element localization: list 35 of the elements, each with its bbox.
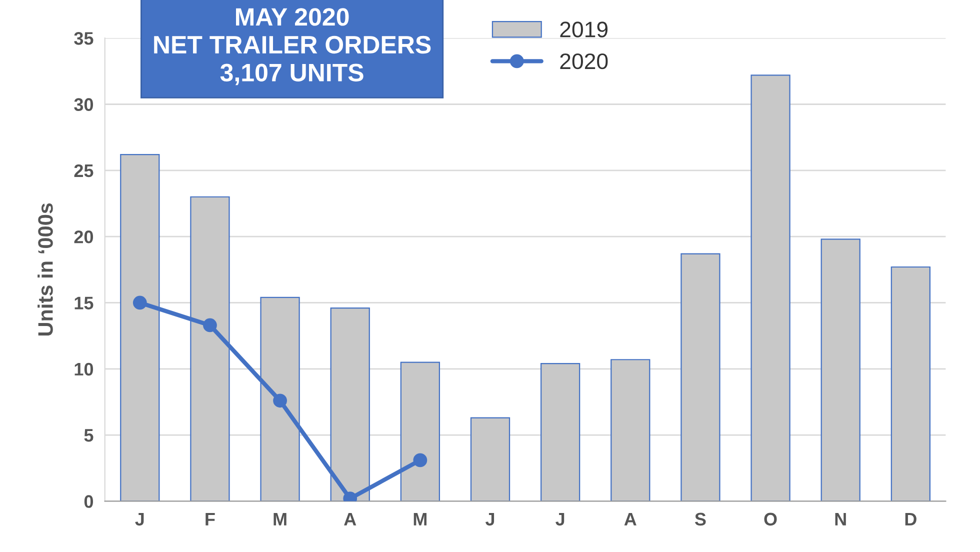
- y-tick-label: 35: [74, 32, 94, 45]
- x-tick-label: M: [414, 512, 426, 526]
- x-tick-label: J: [556, 512, 564, 526]
- bar: [890, 266, 930, 502]
- bar: [750, 74, 790, 502]
- legend-label: 2019: [560, 22, 608, 38]
- y-tick-label: 0: [84, 495, 94, 508]
- point: [132, 296, 147, 310]
- chart-title: MAY 2020 NET TRAILER ORDERS 3,107 UNITS: [154, 8, 431, 86]
- x-tick-label: D: [905, 512, 916, 526]
- x-tick-label: M: [274, 512, 286, 526]
- bar: [680, 253, 720, 502]
- x-tick-label: J: [135, 512, 144, 526]
- y-tick-label: 25: [74, 164, 94, 178]
- y-tick-label: 5: [84, 429, 94, 442]
- x-tick-label: F: [206, 512, 215, 526]
- x-tick-label: A: [624, 512, 636, 526]
- legend-label: 2020: [560, 53, 608, 70]
- bar: [610, 359, 650, 502]
- bar: [820, 238, 860, 502]
- x-tick-label: A: [344, 512, 356, 526]
- y-axis-title: Units in ‘000s: [38, 203, 53, 336]
- x-tick-label: N: [835, 512, 846, 526]
- point: [273, 394, 287, 408]
- bar: [540, 363, 580, 502]
- point: [413, 453, 428, 468]
- x-tick-label: O: [764, 512, 777, 526]
- y-tick-label: 10: [74, 362, 94, 376]
- y-tick-label: 20: [74, 230, 94, 244]
- y-tick-label: 15: [74, 296, 94, 310]
- point: [203, 318, 217, 332]
- bar: [470, 417, 510, 502]
- x-tick-label: J: [486, 512, 494, 526]
- x-tick-label: S: [694, 512, 706, 526]
- y-tick-label: 30: [74, 98, 94, 111]
